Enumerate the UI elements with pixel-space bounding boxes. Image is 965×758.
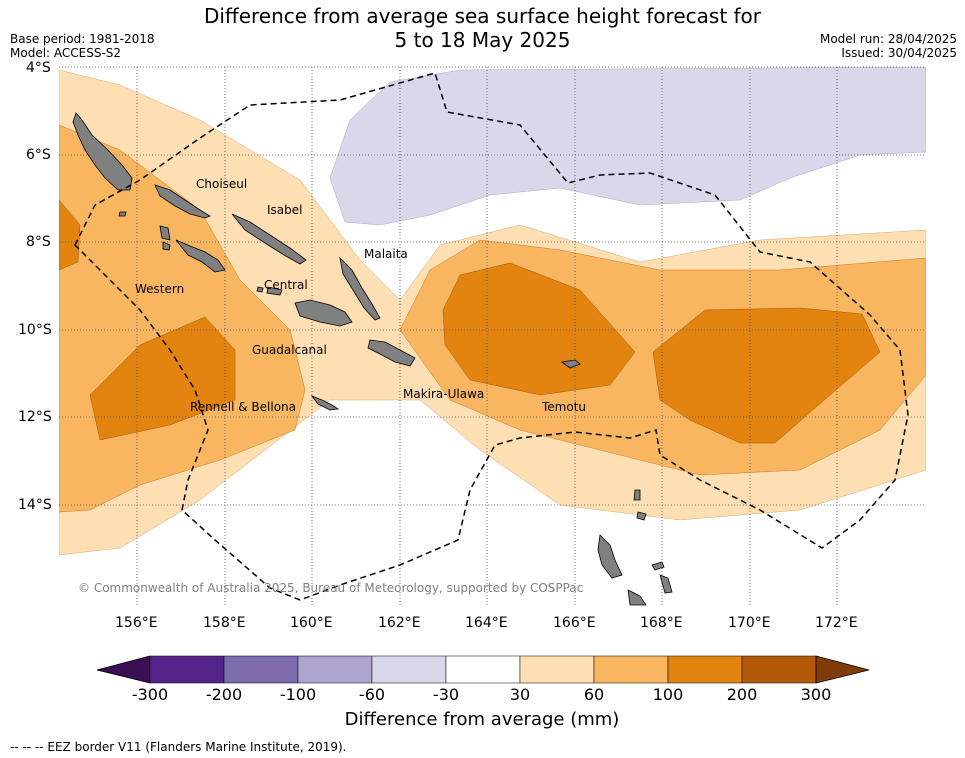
- copyright-notice: © Commonwealth of Australia 2025, Bureau…: [78, 581, 584, 595]
- colorbar-segment: [445, 655, 521, 684]
- map-title-line-2: 5 to 18 May 2025: [394, 28, 571, 52]
- province-label-isabel: Isabel: [267, 203, 303, 217]
- lon-tick-label: 164°E: [465, 615, 508, 631]
- province-label-choiseul: Choiseul: [196, 177, 248, 191]
- lon-tick-label: 170°E: [728, 615, 771, 631]
- anomaly-zone-negative-30-60: [329, 67, 926, 226]
- bougainville-island: [72, 112, 133, 191]
- vanuatu-malakula: [627, 589, 647, 606]
- colorbar-tick-label: 30: [509, 685, 531, 704]
- anomaly-zone-100-200-west: [89, 316, 236, 441]
- colorbar-arrow-high: [815, 655, 870, 684]
- lat-tick-label: 4°S: [26, 60, 51, 76]
- colorbar-tick-label: 300: [800, 685, 832, 704]
- lat-tick-label: 12°S: [18, 409, 52, 425]
- province-label-western: Western: [135, 282, 185, 296]
- colorbar-tick-label: -200: [205, 685, 243, 704]
- vanuatu-pentecost: [659, 574, 673, 594]
- rennell-island: [310, 395, 340, 411]
- colorbar-tick-label: 100: [652, 685, 684, 704]
- colorbar-segment: [519, 655, 595, 684]
- colorbar-segment: [593, 655, 669, 684]
- lat-tick-label: 6°S: [26, 147, 51, 163]
- eez-border: [74, 72, 909, 601]
- colorbar-segment: [741, 655, 817, 684]
- base-period-text: Base period: 1981-2018: [10, 32, 155, 46]
- province-label-malaita: Malaita: [364, 247, 408, 261]
- colorbar-tick-label: -30: [432, 685, 460, 704]
- province-label-rennell-bellona: Rennell & Bellona: [190, 400, 297, 414]
- colorbar-tick-label: 60: [583, 685, 605, 704]
- santa-cruz-island: [560, 359, 581, 369]
- province-label-central: Central: [264, 278, 308, 292]
- province-label-makira-ulawa: Makira-Ulawa: [403, 387, 485, 401]
- colorbar-segment: [667, 655, 743, 684]
- island-shortland: [118, 211, 127, 217]
- land-masses: [72, 112, 673, 606]
- lon-tick-label: 158°E: [203, 615, 246, 631]
- colorbar-segment: [223, 655, 299, 684]
- colorbar: [96, 655, 870, 684]
- lon-tick-label: 160°E: [290, 615, 333, 631]
- isabel-island: [231, 213, 307, 265]
- island-ranongga: [162, 241, 171, 251]
- model-run-text: Model run: 28/04/2025: [819, 32, 957, 46]
- lat-tick-label: 10°S: [18, 322, 52, 338]
- colorbar-tick-label: -300: [131, 685, 169, 704]
- anomaly-zone-100-200-far-west: [59, 199, 81, 271]
- province-label-temotu: Temotu: [542, 400, 587, 414]
- choiseul-island: [154, 184, 211, 219]
- colorbar-segment: [297, 655, 373, 684]
- guadalcanal-island: [294, 299, 353, 327]
- island-russell: [256, 286, 264, 293]
- issued-date-text: Issued: 30/04/2025: [841, 46, 957, 60]
- anomaly-field: [59, 67, 926, 556]
- lon-tick-label: 172°E: [815, 615, 858, 631]
- graticule: [59, 66, 926, 605]
- colorbar-tick-label: -100: [279, 685, 317, 704]
- lon-tick-label: 162°E: [378, 615, 421, 631]
- island-banks: [636, 511, 647, 521]
- makira-island: [367, 339, 416, 367]
- lon-tick-label: 166°E: [553, 615, 596, 631]
- malaita-island: [339, 256, 381, 321]
- lat-tick-label: 8°S: [26, 234, 51, 250]
- anomaly-zone-100-200-centre: [442, 262, 636, 396]
- eez-legend-note: -- -- -- EEZ border V11 (Flanders Marine…: [10, 740, 347, 754]
- new-georgia-island: [175, 239, 226, 273]
- colorbar-segment: [371, 655, 447, 684]
- anomaly-zone-100-200-east: [652, 307, 881, 444]
- map-title-line-1: Difference from average sea surface heig…: [203, 4, 762, 28]
- colorbar-tick-label: -60: [358, 685, 386, 704]
- island-torres: [633, 489, 641, 501]
- colorbar-title: Difference from average (mm): [344, 709, 620, 730]
- lat-tick-label: 14°S: [18, 497, 52, 513]
- island-florida: [266, 286, 283, 296]
- lon-tick-label: 156°E: [115, 615, 158, 631]
- vanuatu-espiritu-santo: [597, 534, 623, 579]
- colorbar-arrow-low: [96, 655, 151, 684]
- vanuatu-efate: [651, 561, 665, 571]
- colorbar-tick-label: 200: [726, 685, 758, 704]
- island-vella-lavella: [159, 225, 171, 241]
- colorbar-segment: [149, 655, 225, 684]
- province-label-guadalcanal: Guadalcanal: [252, 343, 327, 357]
- model-name-text: Model: ACCESS-S2: [10, 46, 122, 60]
- lon-tick-label: 168°E: [640, 615, 683, 631]
